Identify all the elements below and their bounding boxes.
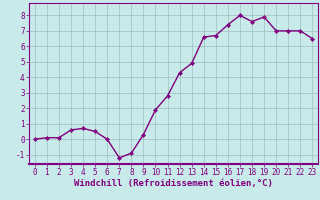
X-axis label: Windchill (Refroidissement éolien,°C): Windchill (Refroidissement éolien,°C): [74, 179, 273, 188]
